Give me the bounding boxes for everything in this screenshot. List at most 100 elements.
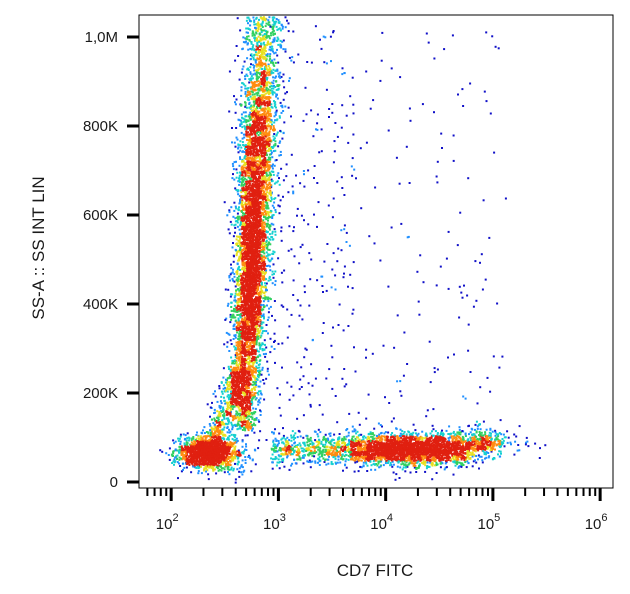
event-dot	[235, 176, 238, 179]
event-dot	[290, 59, 293, 62]
event-dot	[251, 383, 254, 386]
event-dot	[261, 342, 264, 345]
event-dot	[253, 361, 255, 364]
event-dot	[260, 285, 263, 287]
event-dot	[269, 42, 272, 45]
event-dot	[252, 149, 255, 152]
event-dot	[246, 349, 249, 351]
event-dot	[260, 80, 263, 83]
event-dot	[225, 317, 228, 320]
event-dot	[251, 402, 254, 405]
event-dot	[242, 117, 245, 120]
event-dot	[265, 282, 268, 285]
event-dot	[260, 393, 263, 396]
event-dot	[255, 78, 258, 81]
event-dot	[247, 48, 250, 51]
event-dot	[243, 264, 246, 267]
event-dot	[246, 321, 249, 324]
event-dot	[259, 390, 262, 393]
event-dot	[245, 274, 248, 277]
event-dot	[245, 206, 248, 209]
event-dot	[272, 18, 275, 21]
event-dot	[252, 422, 255, 425]
event-dot	[276, 174, 279, 177]
event-dot	[270, 196, 273, 199]
event-dot	[244, 333, 247, 336]
event-dot	[248, 265, 251, 268]
event-dot	[253, 248, 256, 251]
event-dot	[239, 198, 242, 201]
event-dot	[236, 353, 239, 356]
event-dot	[239, 156, 241, 159]
event-dot	[233, 307, 235, 310]
event-dot	[261, 122, 264, 125]
event-dot	[241, 171, 244, 174]
event-dot	[254, 151, 257, 154]
event-dot	[267, 156, 270, 159]
event-dot	[271, 49, 274, 52]
event-dot	[255, 246, 258, 249]
event-dot	[256, 156, 259, 159]
event-dot	[237, 366, 239, 369]
event-dot	[252, 259, 255, 261]
event-dot	[256, 163, 259, 166]
event-dot	[267, 88, 270, 91]
event-dot	[243, 344, 246, 347]
event-dot	[254, 38, 257, 41]
event-dot	[240, 146, 243, 149]
event-dot	[248, 317, 251, 320]
event-dot	[251, 257, 254, 260]
event-dot	[250, 304, 253, 307]
event-dot	[243, 398, 246, 401]
event-dot	[269, 269, 272, 272]
event-dot	[238, 178, 241, 181]
event-dot	[265, 201, 268, 204]
event-dot	[241, 347, 244, 350]
event-dot	[245, 180, 248, 183]
event-dot	[261, 222, 264, 225]
event-dot	[254, 143, 257, 146]
event-dot	[237, 413, 240, 415]
event-dot	[255, 177, 257, 180]
event-dot	[250, 176, 253, 179]
event-dot	[262, 313, 265, 316]
event-dot	[253, 132, 256, 135]
event-dot	[263, 286, 266, 289]
event-dot	[239, 414, 242, 417]
event-dot	[263, 168, 266, 171]
event-dot	[280, 23, 283, 26]
event-dot	[281, 25, 284, 28]
event-dot	[238, 249, 241, 251]
event-dot	[257, 51, 260, 54]
event-dot	[242, 235, 245, 238]
event-dot	[255, 301, 258, 304]
event-dot	[245, 151, 248, 154]
event-dot	[258, 250, 261, 253]
event-dot	[241, 473, 244, 476]
event-dot	[262, 304, 265, 306]
event-dot	[238, 289, 241, 292]
event-dot	[247, 248, 250, 251]
event-dot	[235, 437, 238, 440]
event-dot	[242, 184, 245, 187]
event-dot	[259, 223, 262, 226]
event-dot	[243, 277, 246, 280]
event-dot	[256, 44, 259, 47]
event-dot	[264, 193, 267, 195]
event-dot	[241, 82, 244, 85]
event-dot	[249, 111, 252, 114]
event-dot	[258, 363, 261, 366]
event-dot	[250, 217, 253, 219]
event-dot	[257, 63, 260, 66]
event-dot	[267, 149, 270, 152]
event-dot	[243, 296, 246, 299]
event-dot	[257, 71, 260, 74]
event-dot	[241, 337, 244, 340]
event-dot	[258, 401, 261, 404]
event-dot	[237, 151, 240, 154]
event-dot	[269, 125, 272, 128]
event-dot	[248, 127, 250, 129]
event-dot	[254, 270, 257, 273]
event-dot	[241, 404, 244, 407]
event-dot	[261, 83, 263, 85]
